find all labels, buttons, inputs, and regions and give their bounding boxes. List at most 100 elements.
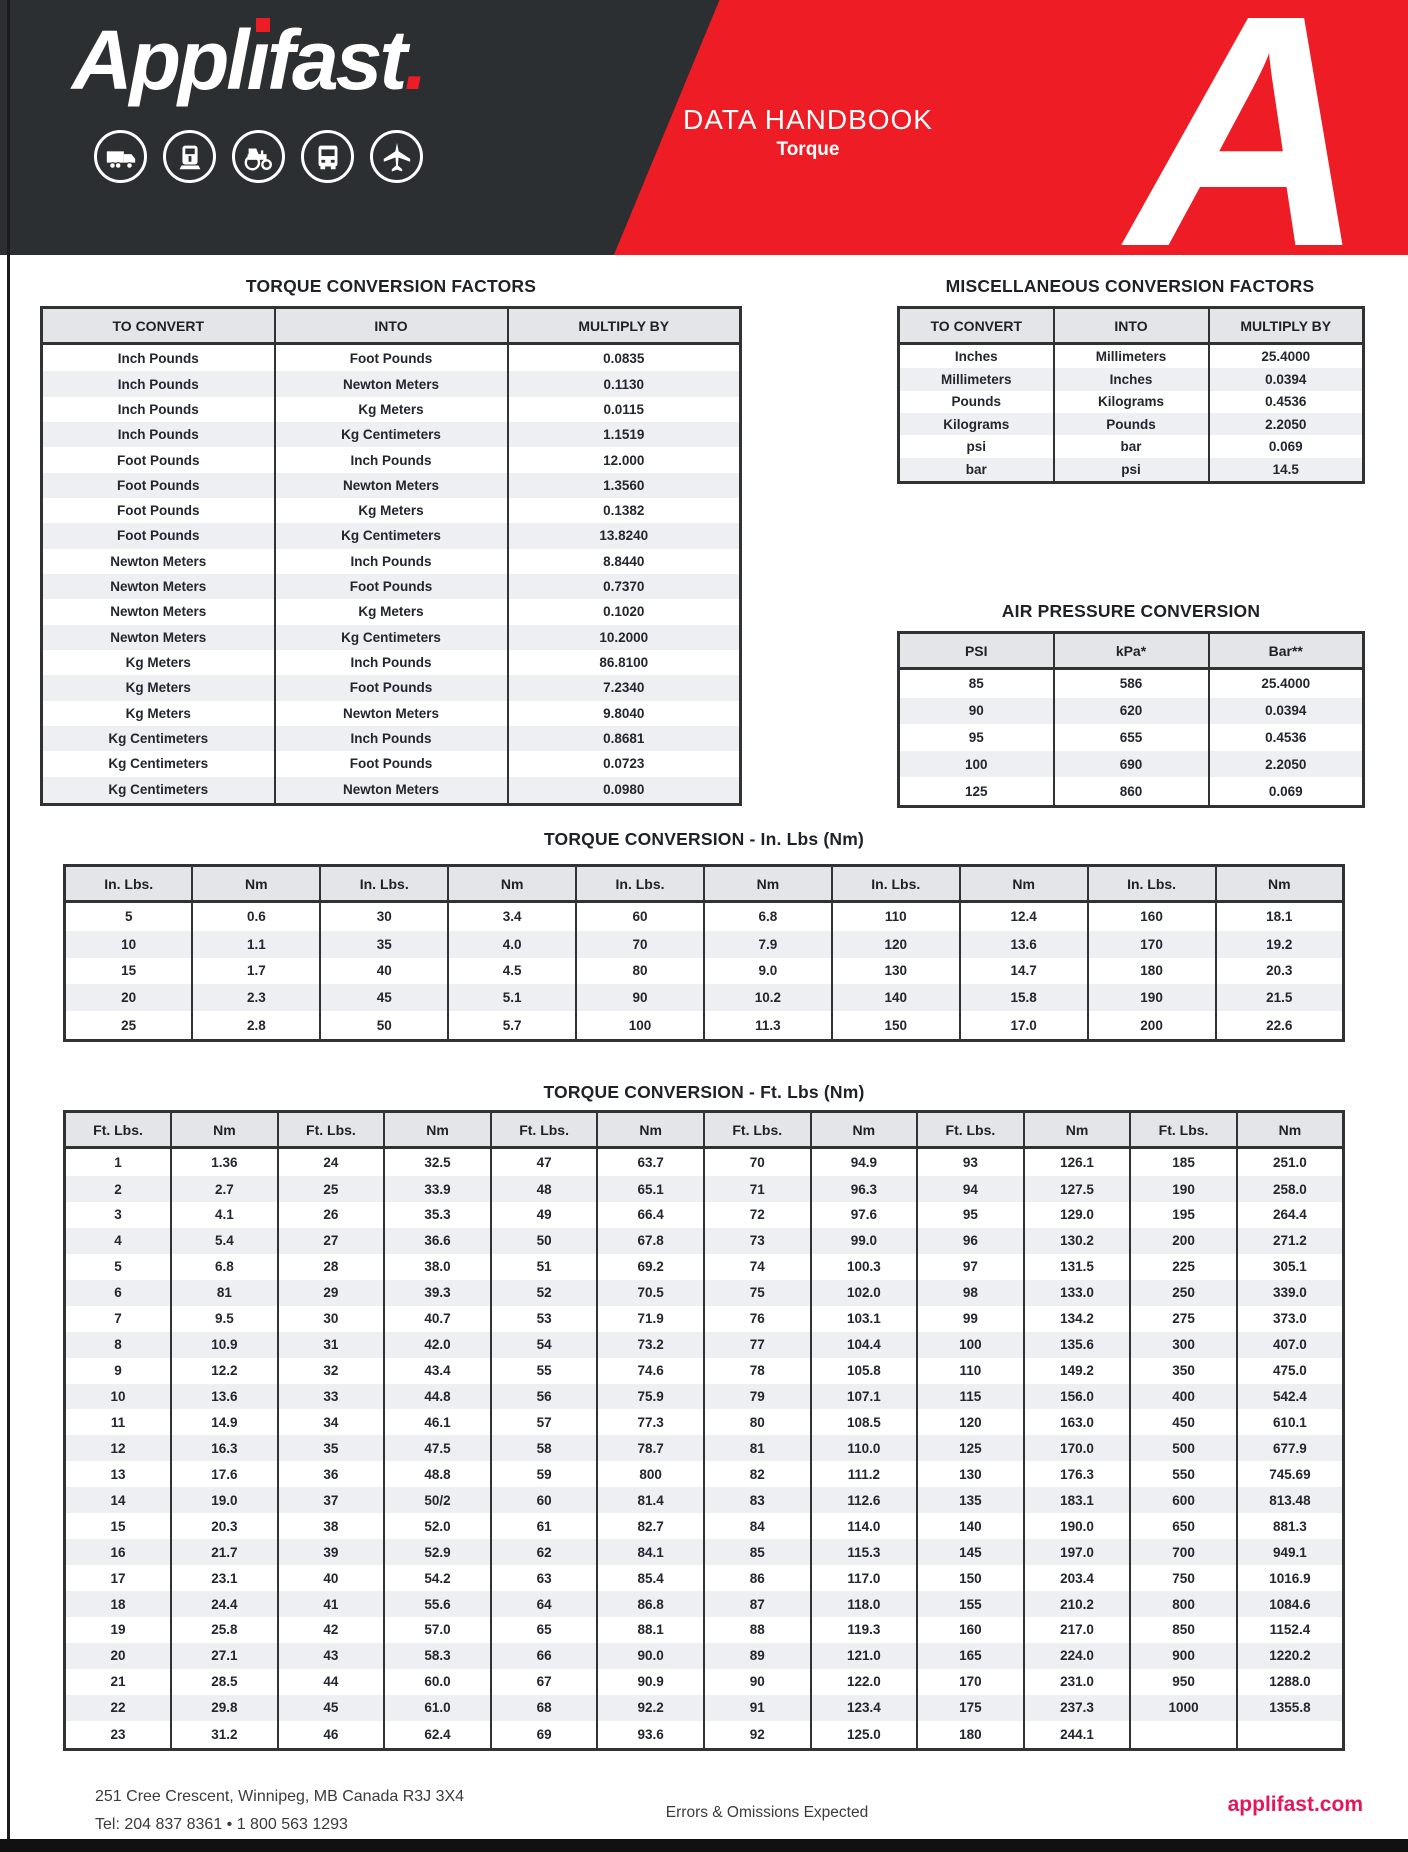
table-cell: 950: [1130, 1668, 1238, 1695]
table-cell: 2.8: [192, 1011, 322, 1041]
footer-phone: Tel: 204 837 8361 • 1 800 563 1293: [95, 1816, 348, 1833]
table-row: 18 24.4 41 55.6 64 86.8 87 118.0 155 210.2 800 1084…: [64, 1591, 1344, 1617]
table-cell: 35: [277, 1435, 386, 1462]
table-cell: 1288.0: [1269, 1674, 1311, 1690]
table-cell: 20: [64, 984, 194, 1012]
table-cell: 126.1: [1023, 1147, 1132, 1177]
table-row: 15 20.3 38 52.0 61 82.7 84 114.0 140 190.0 650 881.…: [64, 1513, 1344, 1540]
table-cell: 71: [703, 1176, 812, 1202]
table-cell: 8: [64, 1331, 173, 1358]
table-cell: Inch Pounds: [274, 548, 509, 574]
table-cell: 85.4: [597, 1565, 705, 1592]
table-cell: 67.8: [597, 1227, 705, 1254]
table-cell: 183.1: [1023, 1487, 1132, 1514]
table-cell: 69.2: [597, 1253, 705, 1280]
table-cell: 586: [1053, 668, 1210, 698]
table-cell: 20.3: [171, 1513, 279, 1540]
torque-factors-table: TO CONVERT INTO MULTIPLY BY Inch Pounds Foo…: [40, 306, 742, 806]
table-cell: 127.5: [1023, 1176, 1132, 1202]
table-cell: Kg Meters: [41, 649, 276, 676]
table-cell: Millimeters: [898, 368, 1055, 391]
table-cell: 17: [64, 1565, 173, 1592]
table-cell: Kg Meters: [41, 675, 276, 701]
table-cell: Newton Meters: [41, 624, 276, 650]
table-cell: Kg Centimeters: [274, 422, 509, 448]
table-cell: 84.1: [597, 1539, 705, 1566]
table-cell: 4.0: [448, 930, 578, 958]
table-row: 3 4.1 26 35.3 49 66.4 72 97.6 95 129.0 195 264.4: [64, 1201, 1344, 1228]
table-cell: 76: [703, 1305, 812, 1332]
table-cell: 40: [320, 957, 450, 985]
table-cell: 0.069: [1268, 439, 1303, 455]
table-cell: 115.3: [810, 1539, 919, 1566]
header-row: Ft. Lbs. Nm Ft. Lbs. Nm Ft. Lbs. Nm Ft. Lbs. Nm…: [64, 1111, 1344, 1149]
table-cell: 135: [917, 1487, 1025, 1514]
table-cell: 16.3: [171, 1435, 279, 1462]
table-cell: 0.069: [1268, 783, 1303, 799]
table-cell: Kg Meters: [274, 396, 509, 423]
table-cell: 123.4: [810, 1694, 919, 1721]
table-row: 14 19.0 37 50/2 60 81.4 83 112.6 135 183.1 600 813.…: [64, 1487, 1344, 1514]
table-row: 23 31.2 46 62.4 69 93.6 92 125.0 180 244.1: [64, 1720, 1344, 1750]
column-header: Ft. Lbs.: [490, 1111, 599, 1149]
table-cell: 14.5: [1272, 461, 1299, 477]
table-cell: Foot Pounds: [41, 472, 276, 498]
table-cell: 110: [917, 1357, 1025, 1384]
table-cell: 48.8: [384, 1461, 492, 1488]
table-cell: 542.4: [1273, 1389, 1307, 1404]
table-cell: 5.1: [448, 984, 578, 1012]
table-cell: 949.1: [1273, 1544, 1307, 1560]
table-cell: 81: [703, 1435, 812, 1462]
table-cell: 70: [703, 1147, 812, 1177]
column-header: In. Lbs.: [320, 865, 450, 903]
table-cell: 860: [1053, 777, 1210, 807]
table-cell: 145: [917, 1539, 1025, 1566]
table-cell: Newton Meters: [274, 472, 509, 498]
table-cell: 47.5: [384, 1435, 492, 1462]
website-link[interactable]: applifast.com: [1227, 1793, 1363, 1816]
table-cell: psi: [1053, 457, 1210, 483]
column-header: Nm: [810, 1111, 919, 1149]
table-cell: 89: [703, 1642, 812, 1669]
table-cell: 5: [64, 1253, 173, 1280]
table-cell: 42: [277, 1616, 386, 1643]
table-row: Foot Pounds Kg Meters 0.1382: [41, 498, 741, 524]
table-cell: 74: [703, 1253, 812, 1280]
table-cell: 1: [64, 1147, 173, 1177]
table-row: Foot Pounds Kg Centimeters 13.8240: [41, 523, 741, 549]
ftlbs-table: Ft. Lbs. Nm Ft. Lbs. Nm Ft. Lbs. Nm Ft. Lbs. Nm…: [63, 1110, 1345, 1751]
table-cell: Kilograms: [898, 412, 1055, 436]
table-cell: 85: [898, 668, 1055, 698]
table-cell: Foot Pounds: [41, 447, 276, 473]
column-header: Bar**: [1208, 632, 1364, 670]
table-cell: Kg Meters: [41, 700, 276, 726]
table-cell: 135.6: [1023, 1331, 1132, 1358]
table-row: 13 17.6 36 48.8 59 800 82 111.2 130 176.3 550 745.6…: [64, 1461, 1344, 1488]
table-row: 5 0.6 30 3.4 60 6.8 110 12.4 160 18.1: [64, 901, 1344, 931]
table-row: Inch Pounds Kg Centimeters 1.1519: [41, 422, 741, 448]
table-cell: 15: [64, 1513, 173, 1540]
table-row: psi bar 0.069: [898, 435, 1364, 458]
header-row: TO CONVERT INTO MULTIPLY BY: [898, 307, 1364, 345]
table-cell: 40: [277, 1565, 386, 1592]
table-row: 85 586 25.4000: [898, 668, 1364, 698]
table-cell: 900: [1130, 1642, 1238, 1669]
table-cell: Kg Meters: [274, 599, 509, 625]
table-cell: 800: [1130, 1591, 1238, 1617]
table-cell: 100: [576, 1011, 705, 1041]
table-cell: 14.9: [171, 1409, 279, 1436]
truck-icon: [94, 130, 147, 183]
table-cell: 4.5: [448, 957, 578, 985]
table-cell: 61: [490, 1513, 599, 1540]
table-cell: 750: [1130, 1565, 1238, 1592]
table-row: Kilograms Pounds 2.2050: [898, 412, 1364, 436]
table-cell: 9: [64, 1357, 173, 1384]
table-cell: 5.7: [448, 1011, 578, 1041]
table-cell: Foot Pounds: [274, 343, 509, 372]
table-cell: 65.1: [597, 1176, 705, 1202]
table-cell: Inch Pounds: [274, 649, 509, 676]
table-cell: 407.0: [1273, 1337, 1307, 1353]
footer-note: Errors & Omissions Expected: [665, 1804, 869, 1821]
table-cell: 12.4: [959, 901, 1089, 931]
column-header: TO CONVERT: [898, 307, 1055, 345]
